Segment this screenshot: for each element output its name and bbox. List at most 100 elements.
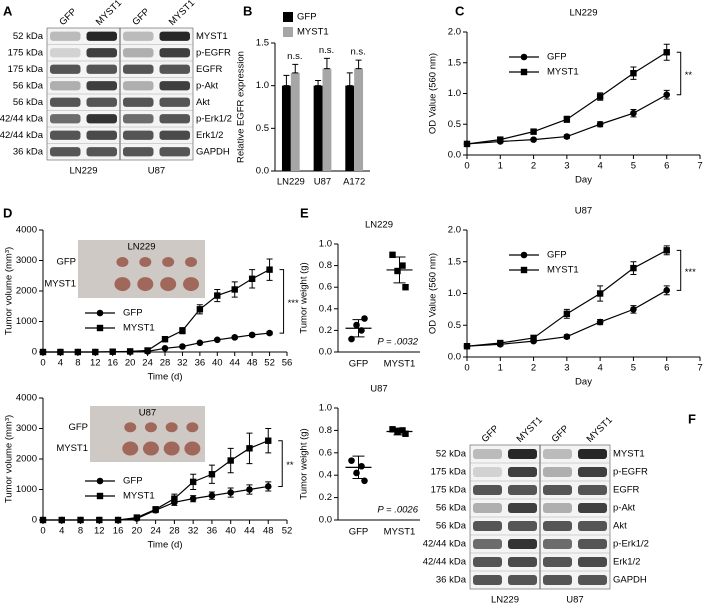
y-tick-label: 0.0 <box>448 150 461 161</box>
blot-band <box>159 48 190 58</box>
protein-label: GAPDH <box>196 146 230 157</box>
blot-band <box>123 64 154 74</box>
y-tick-label: 0.5 <box>256 123 269 134</box>
marker <box>231 334 239 341</box>
y-axis-label: OD Value (560 nm) <box>428 53 439 134</box>
y-axis-label: Tumor volume (mm³) <box>4 247 15 335</box>
significance-label: ** <box>685 70 693 81</box>
x-tick-label: 24 <box>142 358 153 369</box>
protein-label: Akt <box>196 97 210 108</box>
inset-row-label: MYST1 <box>44 279 76 290</box>
blot-band <box>159 81 190 91</box>
marker <box>663 49 670 56</box>
blot-band <box>473 502 502 514</box>
marker-label: 42/44 kDa <box>0 113 44 124</box>
y-tick-label: 0.4 <box>319 470 332 481</box>
legend-marker <box>520 251 528 259</box>
error-bar <box>355 59 362 70</box>
p-value: P = .0026 <box>377 505 418 516</box>
blot-band <box>86 97 117 107</box>
lane-label: MYST1 <box>585 415 615 445</box>
y-tick-label: 2000 <box>16 454 37 465</box>
blot-band <box>578 556 607 568</box>
x-tick-label: 36 <box>207 526 218 537</box>
marker <box>246 445 253 452</box>
significance-bracket <box>676 249 682 291</box>
marker <box>563 116 571 123</box>
y-tick-label: 1.5 <box>448 256 461 267</box>
blot-band <box>543 448 572 460</box>
marker <box>596 93 604 100</box>
x-tick-label: 32 <box>188 526 199 537</box>
marker <box>133 514 141 521</box>
tumor <box>142 441 159 456</box>
significance-bracket <box>676 51 682 96</box>
marker-label: 175 kDa <box>8 47 44 58</box>
error-bar <box>393 427 406 436</box>
bar <box>281 85 291 171</box>
blot-band <box>159 114 190 124</box>
bar <box>290 72 300 171</box>
marker <box>402 430 409 437</box>
blot-band <box>159 147 190 157</box>
panel-label: F <box>688 411 696 426</box>
protein-label: Akt <box>613 521 627 532</box>
x-axis-label: Time (d) <box>147 540 182 551</box>
marker <box>389 251 396 258</box>
x-tick-label: 5 <box>631 363 636 374</box>
tumor <box>160 277 177 292</box>
blot-band <box>50 97 81 107</box>
x-tick-label: 28 <box>169 526 180 537</box>
blot-band <box>159 64 190 74</box>
x-tick-label: 2 <box>531 161 536 172</box>
blot-band <box>578 574 607 586</box>
marker <box>144 347 151 354</box>
y-tick-label: 0 <box>32 515 37 526</box>
tumor <box>183 277 200 292</box>
marker-label: 36 kDa <box>436 575 467 586</box>
marker-label: 52 kDa <box>436 449 467 460</box>
marker-label: 52 kDa <box>13 31 44 42</box>
blot-band <box>86 64 117 74</box>
legend-marker <box>96 477 104 485</box>
legend-marker <box>520 68 528 76</box>
x-tick-label: 12 <box>90 358 101 369</box>
x-tick-label: 4 <box>597 161 602 172</box>
bar <box>313 85 323 171</box>
y-tick-label: 1.0 <box>448 88 461 99</box>
tumor <box>114 277 131 292</box>
marker <box>189 495 197 502</box>
blot-band <box>508 466 537 478</box>
blot-band <box>86 31 117 41</box>
marker <box>77 516 84 524</box>
protein-label: EGFR <box>196 64 223 75</box>
blot-band <box>50 81 81 91</box>
marker <box>389 426 396 433</box>
marker <box>161 345 169 352</box>
blot-band <box>50 114 81 124</box>
x-tick-label: 24 <box>150 526 161 537</box>
y-tick-label: 1000 <box>16 484 37 495</box>
blot-band <box>508 520 537 532</box>
blot-band <box>50 130 81 140</box>
marker <box>563 310 571 318</box>
y-tick-label: 1.0 <box>319 403 332 414</box>
blot-band <box>50 147 81 157</box>
tumor <box>116 257 129 268</box>
x-tick-label: 48 <box>247 358 258 369</box>
lane-label: GFP <box>480 423 502 445</box>
marker <box>264 483 272 490</box>
marker <box>152 506 159 513</box>
x-tick-label: U87 <box>314 177 331 188</box>
y-tick-label: 2000 <box>16 286 37 297</box>
blot-band <box>473 520 502 532</box>
marker <box>58 516 65 524</box>
x-tick-label: MYST1 <box>384 527 416 538</box>
marker <box>227 489 234 496</box>
x-tick-label: 20 <box>132 526 143 537</box>
x-axis-label: Day <box>575 377 592 388</box>
x-tick-label: 16 <box>107 358 118 369</box>
x-tick-label: 3 <box>564 161 569 172</box>
blot-band <box>123 114 154 124</box>
